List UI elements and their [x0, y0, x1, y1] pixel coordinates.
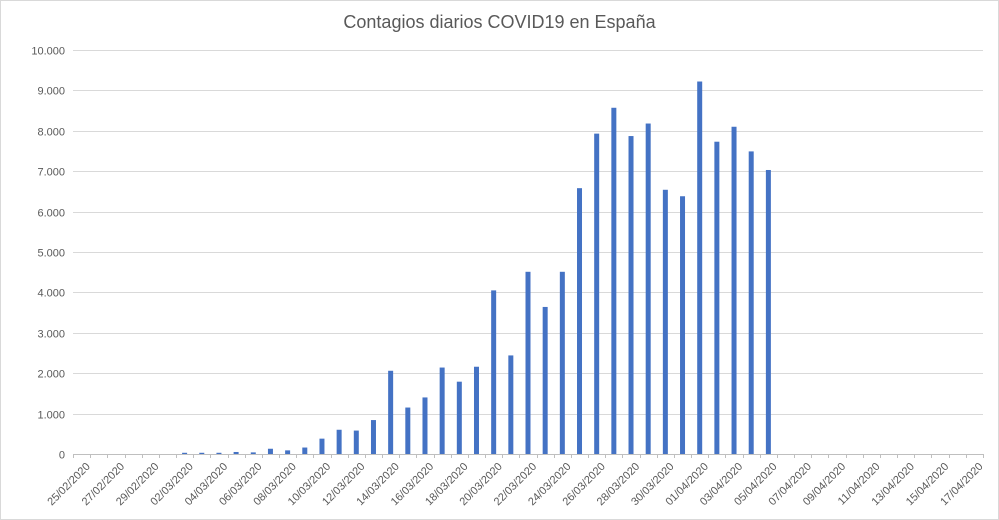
bar-02-04-2020	[714, 141, 720, 454]
bar-22-03-2020	[525, 271, 531, 454]
bar-12-03-2020	[353, 430, 359, 454]
bar-06-03-2020	[250, 452, 256, 454]
bar-17-03-2020	[439, 367, 445, 454]
y-tick-label: 2.000	[37, 369, 65, 381]
y-tick-label: 10.000	[31, 46, 65, 58]
bar-14-03-2020	[388, 370, 394, 454]
bar-24-03-2020	[559, 271, 565, 454]
bar-09-03-2020	[302, 447, 308, 454]
bar-03-04-2020	[731, 126, 737, 454]
bar-21-03-2020	[508, 355, 514, 454]
y-tick-labels: 0 1.000 2.000 3.000 4.000 5.000 6.000 7.000 8.00…	[31, 46, 65, 462]
bar-16-03-2020	[422, 397, 428, 454]
bar-13-03-2020	[370, 420, 376, 454]
y-tick-label: 1.000	[37, 410, 65, 422]
y-tick-label: 9.000	[37, 86, 65, 98]
x-tick-labels: 25/02/202027/02/202029/02/202002/03/2020…	[45, 461, 985, 508]
bar-10-03-2020	[319, 438, 325, 454]
bars	[182, 81, 771, 455]
bar-20-03-2020	[491, 290, 497, 454]
y-tick-label: 4.000	[37, 288, 65, 300]
chart-title: Contagios diarios COVID19 en España	[343, 12, 656, 32]
bar-25-03-2020	[577, 188, 583, 454]
bar-28-03-2020	[628, 136, 634, 454]
bar-01-04-2020	[697, 81, 703, 455]
y-tick-label: 3.000	[37, 329, 65, 341]
y-tick-label: 0	[59, 450, 65, 462]
bar-07-03-2020	[267, 448, 273, 454]
y-tick-label: 8.000	[37, 127, 65, 139]
y-tick-label: 5.000	[37, 248, 65, 260]
y-tick-label: 6.000	[37, 208, 65, 220]
bar-31-03-2020	[680, 196, 686, 455]
bar-27-03-2020	[611, 107, 617, 454]
bar-11-03-2020	[336, 429, 342, 454]
bar-29-03-2020	[645, 123, 651, 454]
bar-18-03-2020	[456, 381, 462, 454]
bar-04-03-2020	[216, 452, 222, 454]
bar-03-03-2020	[199, 452, 205, 454]
bar-04-04-2020	[748, 151, 754, 455]
bar-05-03-2020	[233, 451, 239, 454]
bar-05-04-2020	[765, 169, 771, 454]
axes	[73, 454, 984, 458]
y-tick-label: 7.000	[37, 167, 65, 179]
bar-30-03-2020	[662, 189, 668, 454]
bar-08-03-2020	[285, 450, 291, 454]
bar-15-03-2020	[405, 407, 411, 454]
bar-02-03-2020	[182, 452, 188, 454]
bar-19-03-2020	[473, 366, 479, 454]
bar-26-03-2020	[594, 133, 600, 455]
bar-23-03-2020	[542, 306, 548, 454]
